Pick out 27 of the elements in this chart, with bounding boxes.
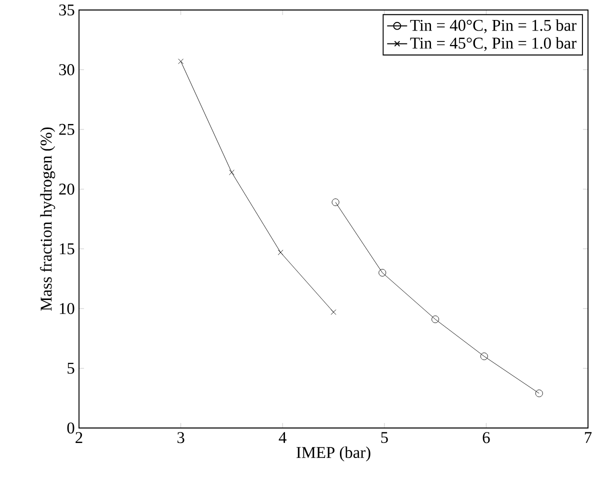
point [332,198,340,206]
x-tick-label: 3 [177,432,184,444]
y-tick-label: 15 [60,243,74,254]
x-tick-label: 6 [482,432,490,444]
y-tick-label: 10 [60,303,74,314]
y-tick-label: 25 [59,124,74,135]
x-tick-label: 5 [381,432,388,444]
point [278,250,284,256]
legend-label: Tin = 40°C, Pin = 1.5 bar [410,19,576,34]
point [432,316,440,324]
point [228,170,234,176]
y-tick-label: 5 [68,362,74,374]
y-tick-label: 20 [59,184,74,195]
y-axis-title: Mass fraction hydrogen (%) [40,127,56,311]
y-tick-label: 0 [67,422,74,434]
point [330,309,336,315]
point [178,58,184,64]
point [378,268,386,276]
point [535,390,543,398]
x-tick-label: 7 [584,432,592,443]
legend-label: Tin = 45°C, Pin = 1.0 bar [410,37,576,52]
y-tick-label: 30 [59,64,74,76]
point [480,352,488,360]
y-tick-label: 35 [59,4,74,16]
x-tick-label: 2 [76,432,82,443]
x-tick-label: 4 [278,432,286,443]
x-axis-title: IMEP (bar) [296,446,370,462]
